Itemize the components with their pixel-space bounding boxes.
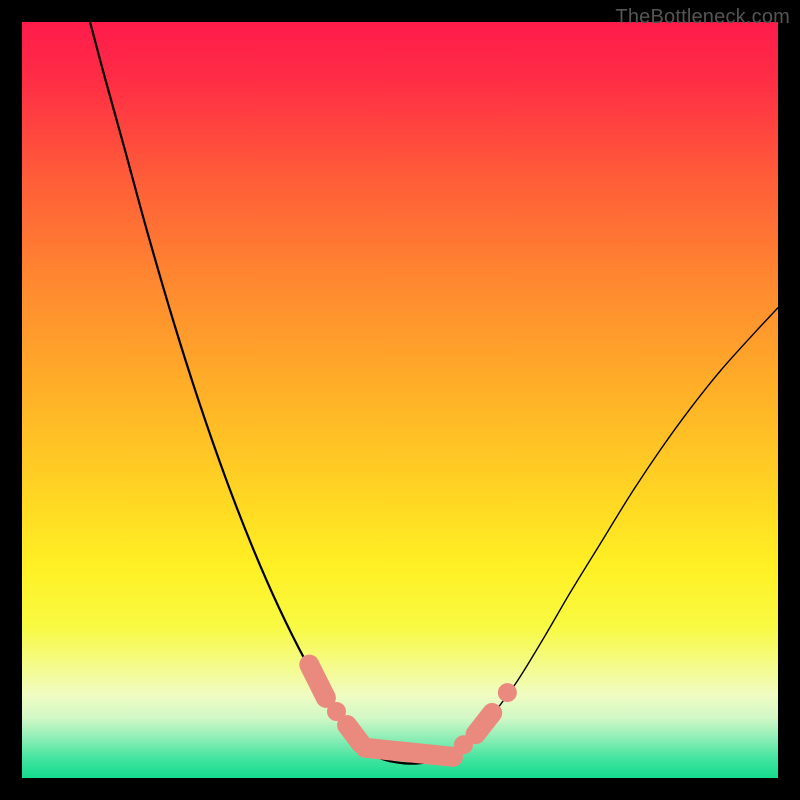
bottleneck-chart [0, 0, 800, 800]
chart-container: TheBottleneck.com [0, 0, 800, 800]
watermark-label: TheBottleneck.com [615, 6, 790, 29]
